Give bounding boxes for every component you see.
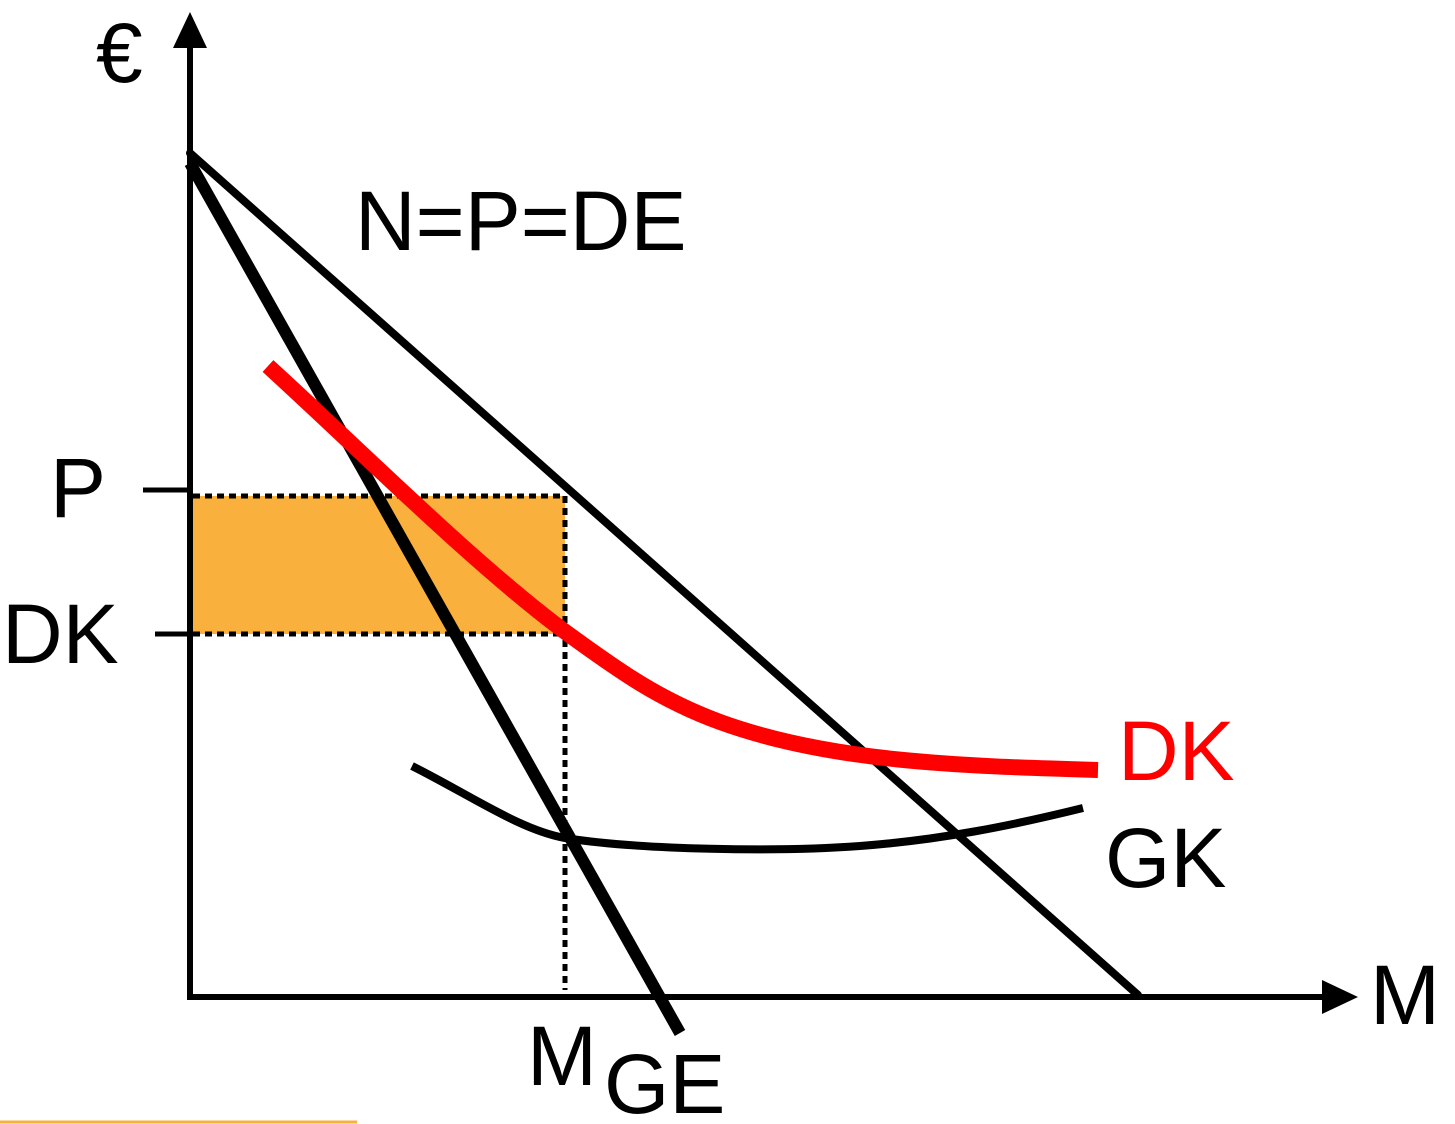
axis-ticks	[143, 487, 190, 637]
avg-cost-tick-label: DK	[2, 587, 119, 681]
y-axis-label: €	[96, 6, 143, 100]
quantity-label: M	[527, 1009, 597, 1103]
x-axis-label: M	[1370, 948, 1440, 1042]
x-axis-arrowhead-icon	[1322, 980, 1358, 1014]
marginal-cost-curve-label: GK	[1105, 811, 1226, 905]
price-tick-label: P	[50, 441, 106, 535]
y-axis-arrowhead-icon	[173, 12, 207, 48]
quantity-subscript-label: GE	[604, 1037, 725, 1124]
avg-cost-curve-label: DK	[1118, 704, 1235, 798]
marginal-cost-curve	[410, 762, 1084, 854]
demand-curve-label: N=P=DE	[355, 174, 687, 268]
demand-curve	[186, 149, 1142, 999]
marginal-revenue-curve	[184, 160, 686, 1036]
average-cost-curve	[262, 360, 1099, 778]
profit-area	[193, 496, 565, 634]
